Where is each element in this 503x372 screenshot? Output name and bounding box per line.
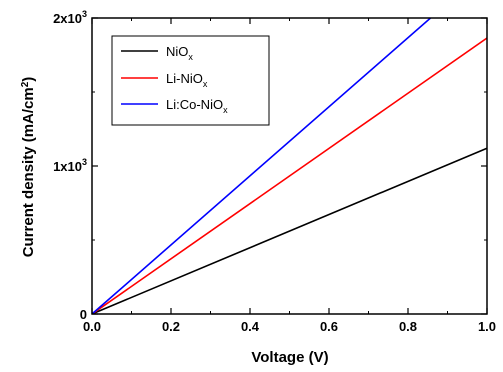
y-tick-label-exponent: 3: [82, 157, 87, 167]
y-tick-label-exponent: 3: [82, 9, 87, 19]
y-axis-title: Current density (mA/cm2): [20, 77, 37, 258]
legend-label-name: Li:Co-NiO: [166, 97, 223, 112]
x-tick-label: 0.4: [241, 319, 260, 334]
y-axis-title-sup: 2: [20, 81, 31, 87]
y-tick-label-base: 1x10: [53, 159, 82, 174]
y-tick-label-base: 2x10: [53, 11, 82, 26]
legend-label-0: NiOx: [166, 44, 193, 62]
x-tick-label: 0.8: [399, 319, 417, 334]
legend-label-name: NiO: [166, 44, 188, 59]
series-lines: [92, 18, 487, 314]
x-axis: 0.0 0.2 0.4 0.6 0.8 1.0: [83, 18, 496, 334]
x-tick-label: 0.6: [320, 319, 338, 334]
y-tick-label: 2x103: [53, 9, 87, 26]
series-line-0: [92, 147, 487, 314]
y-tick-label: 1x103: [53, 157, 87, 174]
y-axis-title-main: Current density (mA/cm: [20, 87, 37, 257]
y-tick-label-base: 0: [80, 307, 87, 322]
legend-label-1: Li-NiOx: [166, 71, 208, 89]
y-tick-label: 0: [80, 307, 87, 322]
series-line-2: [92, 18, 432, 314]
x-tick-label: 1.0: [478, 319, 496, 334]
legend-label-name: Li-NiO: [166, 71, 203, 86]
legend-label-sub: x: [223, 105, 228, 115]
legend-label-sub: x: [188, 52, 193, 62]
legend-label-sub: x: [203, 79, 208, 89]
legend-label-2: Li:Co-NiOx: [166, 97, 228, 115]
series-line-1: [92, 37, 487, 314]
x-tick-label: 0.0: [83, 319, 101, 334]
y-axis-title-close: ): [20, 77, 37, 82]
x-tick-label: 0.2: [162, 319, 180, 334]
x-axis-title: Voltage (V): [251, 349, 328, 366]
